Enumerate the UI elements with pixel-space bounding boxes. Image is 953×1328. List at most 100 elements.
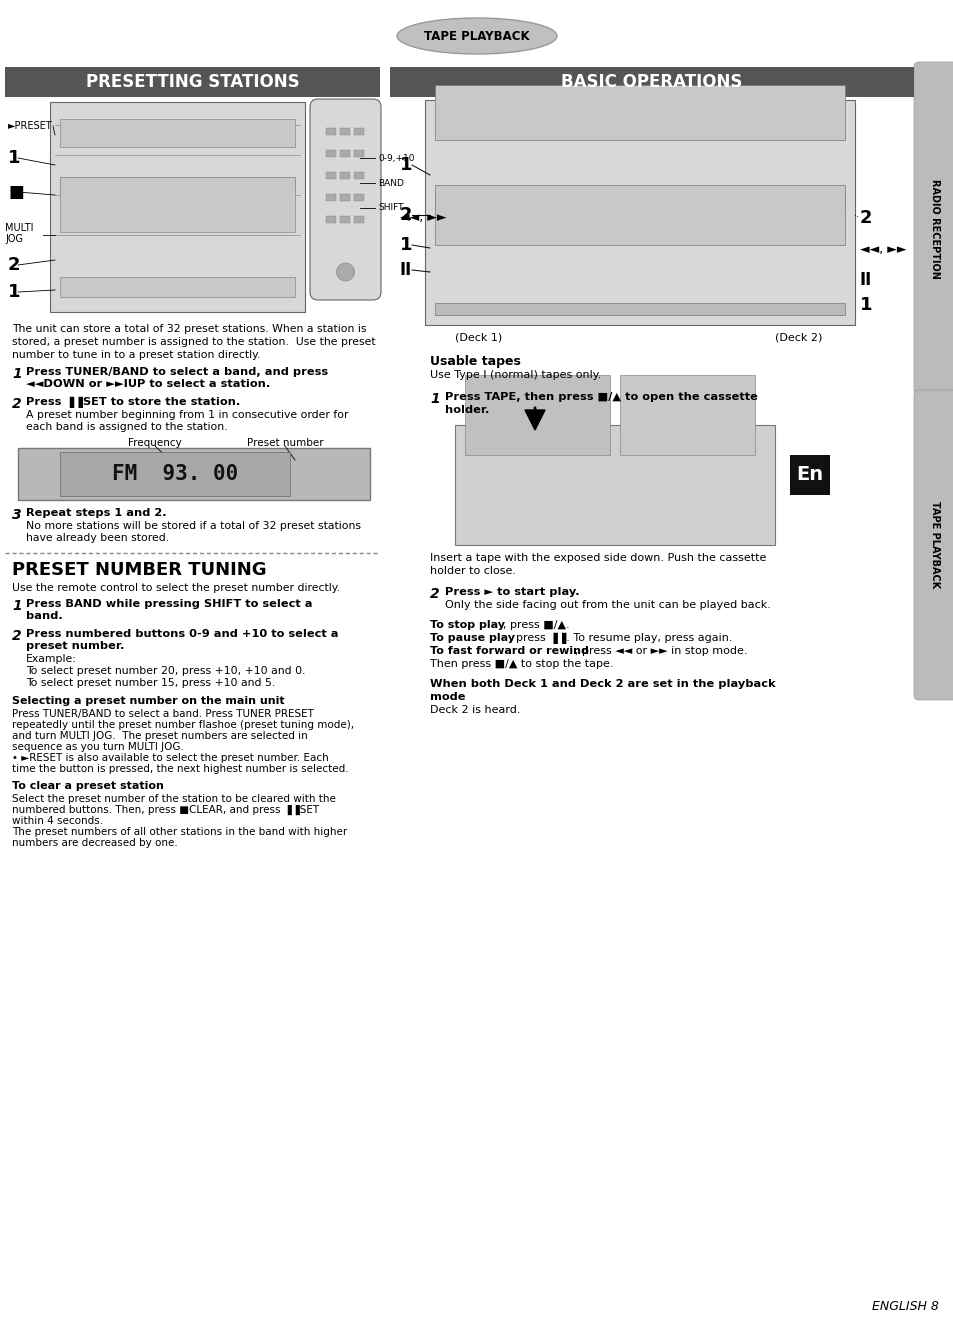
Bar — [326, 216, 335, 223]
Text: Press ▐▐SET to store the station.: Press ▐▐SET to store the station. — [26, 397, 240, 408]
Text: ◄◄, ►►: ◄◄, ►► — [399, 211, 446, 224]
Text: TAPE PLAYBACK: TAPE PLAYBACK — [424, 29, 529, 42]
Text: 1: 1 — [859, 296, 872, 313]
Text: RADIO RECEPTION: RADIO RECEPTION — [929, 178, 940, 279]
Text: 1: 1 — [12, 599, 22, 614]
Text: BASIC OPERATIONS: BASIC OPERATIONS — [560, 73, 741, 92]
Text: A preset number beginning from 1 in consecutive order for: A preset number beginning from 1 in cons… — [26, 410, 348, 420]
Text: , press ▐▐. To resume play, press again.: , press ▐▐. To resume play, press again. — [509, 633, 732, 644]
Bar — [354, 216, 364, 223]
Bar — [60, 177, 294, 193]
Text: sequence as you turn MULTI JOG.: sequence as you turn MULTI JOG. — [12, 742, 184, 752]
Text: and turn MULTI JOG.  The preset numbers are selected in: and turn MULTI JOG. The preset numbers a… — [12, 730, 308, 741]
Text: Press numbered buttons 0-9 and +10 to select a: Press numbered buttons 0-9 and +10 to se… — [26, 629, 338, 639]
Text: repeatedly until the preset number flashoe (preset tuning mode),: repeatedly until the preset number flash… — [12, 720, 354, 730]
Text: 3: 3 — [12, 509, 22, 522]
Bar — [326, 194, 335, 201]
Text: (Deck 2): (Deck 2) — [774, 332, 821, 343]
Text: mode: mode — [430, 692, 465, 703]
Text: Selecting a preset number on the main unit: Selecting a preset number on the main un… — [12, 696, 284, 706]
Text: TAPE PLAYBACK: TAPE PLAYBACK — [929, 502, 940, 588]
Text: time the button is pressed, the next highest number is selected.: time the button is pressed, the next hig… — [12, 764, 348, 774]
Text: Use Type I (normal) tapes only.: Use Type I (normal) tapes only. — [430, 371, 600, 380]
Bar — [339, 216, 350, 223]
Bar — [619, 374, 754, 456]
Text: ◄◄DOWN or ►►IUP to select a station.: ◄◄DOWN or ►►IUP to select a station. — [26, 378, 270, 389]
Text: The unit can store a total of 32 preset stations. When a station is: The unit can store a total of 32 preset … — [12, 324, 366, 335]
Text: Preset number: Preset number — [247, 438, 323, 448]
Text: Then press ■/▲ to stop the tape.: Then press ■/▲ to stop the tape. — [430, 659, 613, 669]
Text: PRESETTING STATIONS: PRESETTING STATIONS — [86, 73, 299, 92]
Text: Press TAPE, then press ■/▲ to open the cassette: Press TAPE, then press ■/▲ to open the c… — [444, 392, 757, 402]
Text: BAND: BAND — [377, 178, 403, 187]
Text: 2: 2 — [430, 587, 439, 602]
Text: (Deck 1): (Deck 1) — [455, 332, 501, 343]
Text: To clear a preset station: To clear a preset station — [12, 781, 164, 791]
Bar — [435, 303, 844, 315]
Text: Press BAND while pressing SHIFT to select a: Press BAND while pressing SHIFT to selec… — [26, 599, 313, 610]
Text: ◄◄, ►►: ◄◄, ►► — [859, 243, 905, 256]
FancyBboxPatch shape — [913, 390, 953, 700]
Text: Frequency: Frequency — [128, 438, 182, 448]
Text: ENGLISH 8: ENGLISH 8 — [871, 1300, 938, 1313]
Text: 2: 2 — [859, 208, 872, 227]
Bar — [326, 173, 335, 179]
Bar — [60, 452, 290, 495]
Bar — [339, 150, 350, 157]
Bar — [424, 100, 854, 325]
Text: 1: 1 — [399, 236, 412, 254]
Text: 1: 1 — [12, 367, 22, 381]
Bar — [435, 85, 844, 139]
Text: Example:: Example: — [26, 653, 77, 664]
Text: Repeat steps 1 and 2.: Repeat steps 1 and 2. — [26, 509, 167, 518]
Text: preset number.: preset number. — [26, 641, 124, 651]
Text: SHIFT: SHIFT — [377, 203, 403, 212]
Text: No more stations will be stored if a total of 32 preset stations: No more stations will be stored if a tot… — [26, 521, 360, 531]
Text: have already been stored.: have already been stored. — [26, 533, 169, 543]
Bar — [326, 127, 335, 135]
Text: To pause play: To pause play — [430, 633, 515, 643]
Text: numbered buttons. Then, press ■CLEAR, and press ▐▐SET: numbered buttons. Then, press ■CLEAR, an… — [12, 805, 319, 815]
Bar — [339, 127, 350, 135]
Bar — [60, 177, 294, 232]
Bar — [354, 127, 364, 135]
Bar — [354, 173, 364, 179]
Text: each band is assigned to the station.: each band is assigned to the station. — [26, 422, 227, 432]
Bar — [464, 374, 609, 456]
Ellipse shape — [336, 263, 355, 282]
Bar — [326, 150, 335, 157]
Text: 1: 1 — [399, 155, 412, 174]
Text: numbers are decreased by one.: numbers are decreased by one. — [12, 838, 177, 849]
FancyBboxPatch shape — [913, 62, 953, 394]
Text: , press ◄◄ or ►► in stop mode.: , press ◄◄ or ►► in stop mode. — [575, 645, 747, 656]
Text: 2: 2 — [8, 256, 20, 274]
Text: PRESET NUMBER TUNING: PRESET NUMBER TUNING — [12, 560, 266, 579]
Text: 1: 1 — [8, 149, 20, 167]
Bar — [5, 66, 379, 97]
Text: To stop play: To stop play — [430, 620, 504, 629]
Text: FM  93. 00: FM 93. 00 — [112, 463, 238, 483]
Bar — [435, 193, 844, 210]
Text: stored, a preset number is assigned to the station.  Use the preset: stored, a preset number is assigned to t… — [12, 337, 375, 347]
Text: Usable tapes: Usable tapes — [430, 355, 520, 368]
Text: When both Deck 1 and Deck 2 are set in the playback: When both Deck 1 and Deck 2 are set in t… — [430, 679, 775, 689]
Text: 0-9,+10: 0-9,+10 — [377, 154, 414, 162]
Text: number to tune in to a preset station directly.: number to tune in to a preset station di… — [12, 351, 260, 360]
Bar — [339, 194, 350, 201]
Text: holder to close.: holder to close. — [430, 566, 516, 576]
Bar — [339, 173, 350, 179]
Text: The preset numbers of all other stations in the band with higher: The preset numbers of all other stations… — [12, 827, 347, 837]
Bar — [18, 448, 370, 501]
Text: JOG: JOG — [5, 234, 23, 244]
Text: 2: 2 — [12, 397, 22, 410]
Text: MULTI: MULTI — [5, 223, 33, 232]
Text: To select preset number 15, press +10 and 5.: To select preset number 15, press +10 an… — [26, 679, 275, 688]
Text: Select the preset number of the station to be cleared with the: Select the preset number of the station … — [12, 794, 335, 803]
Text: 1: 1 — [430, 392, 439, 406]
Bar — [390, 66, 913, 97]
Bar — [60, 120, 294, 147]
Text: ►PRESET: ►PRESET — [8, 121, 52, 131]
Text: II: II — [399, 262, 412, 279]
Text: To select preset number 20, press +10, +10 and 0.: To select preset number 20, press +10, +… — [26, 667, 305, 676]
Bar — [789, 456, 829, 495]
